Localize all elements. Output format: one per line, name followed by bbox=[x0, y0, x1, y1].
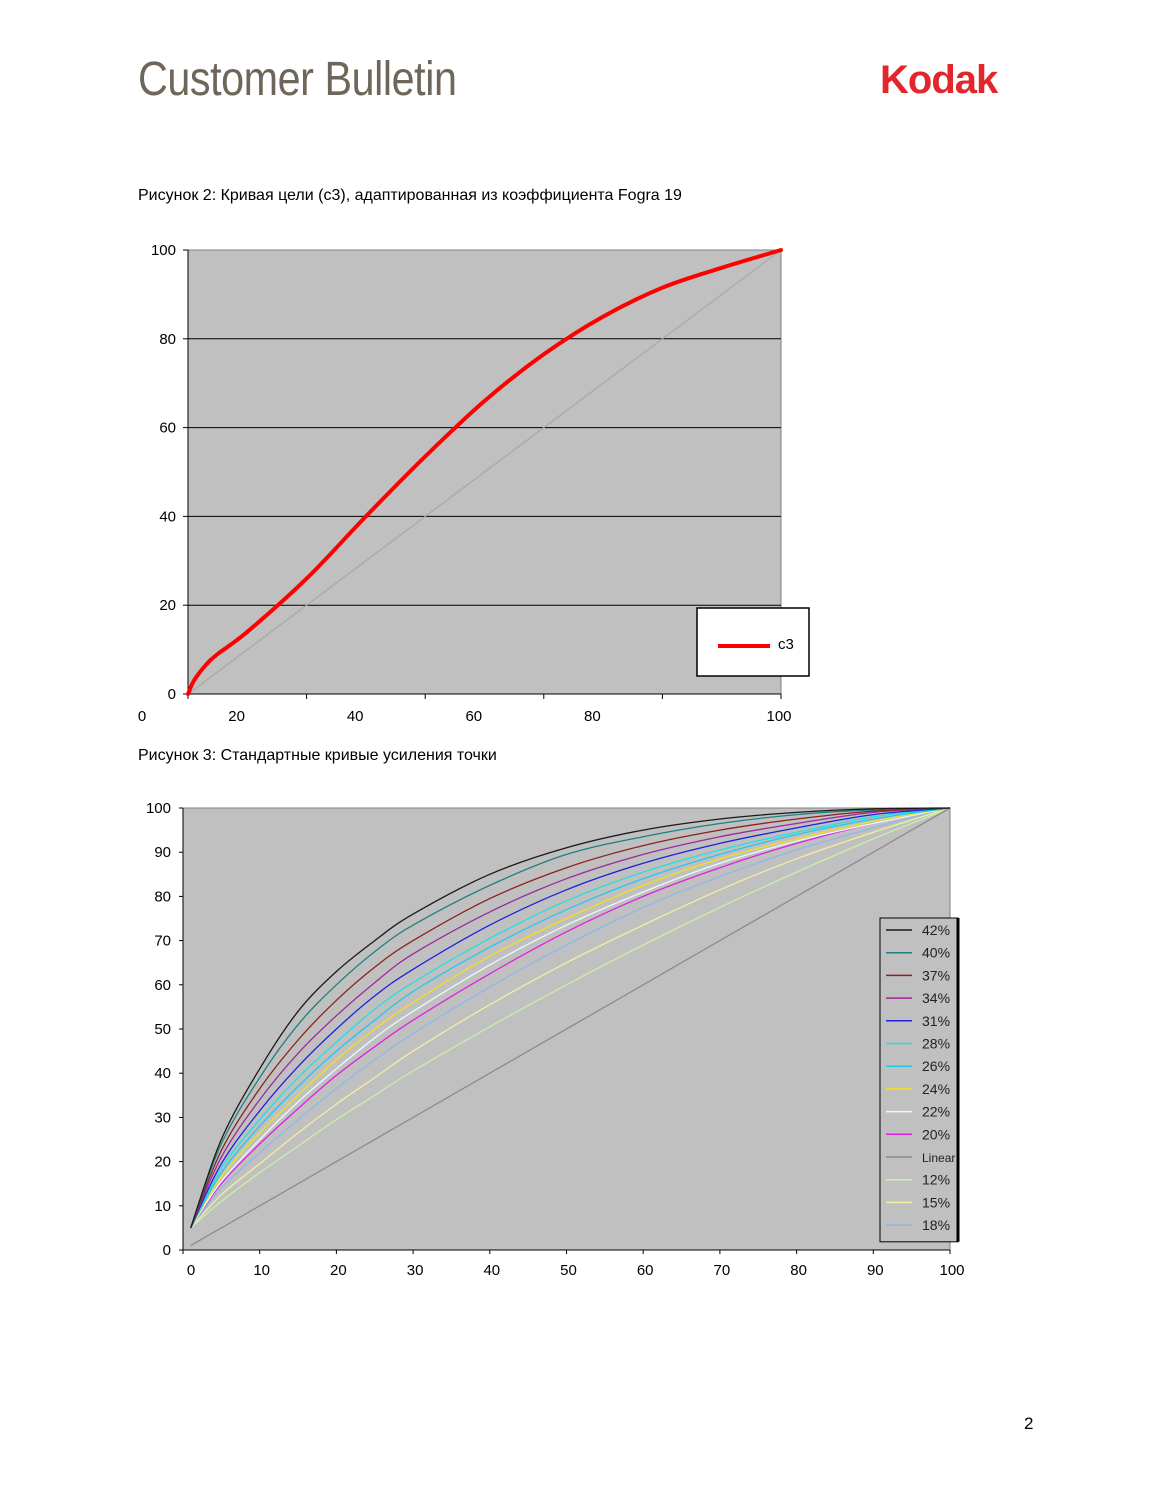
x-tick-label: 30 bbox=[407, 1262, 424, 1279]
legend-label-linear: Linear bbox=[922, 1151, 955, 1165]
dot-gain-curves-chart: 0 10 20 30 40 50 60 70 80 90 100 0 10 20 30 40 50 60 70 80 9… bbox=[146, 800, 965, 1279]
legend-label-31pct: 31% bbox=[922, 1013, 950, 1029]
x-tick-label: 0 bbox=[187, 1262, 195, 1279]
x-tick-label: 0 bbox=[138, 708, 146, 725]
y-tick-label: 20 bbox=[159, 597, 176, 614]
legend-label-20pct: 20% bbox=[922, 1126, 950, 1142]
series-line-34pct bbox=[190, 807, 951, 1229]
legend-label-34pct: 34% bbox=[922, 990, 950, 1006]
y-tick-label: 80 bbox=[154, 888, 171, 905]
legend-label-24pct: 24% bbox=[922, 1081, 950, 1097]
y-tick-label: 10 bbox=[154, 1198, 171, 1215]
legend: 42% 40% 37% 34% 31% 28% 26% 24% 22% 20% Linear 12% 1… bbox=[879, 917, 960, 1243]
series-line-28pct bbox=[190, 807, 951, 1229]
y-tick-label: 70 bbox=[154, 933, 171, 950]
series-line-26pct bbox=[190, 807, 951, 1229]
y-tick-label: 90 bbox=[154, 844, 171, 861]
series-line-22pct bbox=[190, 807, 951, 1229]
x-tick-label: 60 bbox=[637, 1262, 654, 1279]
x-tick-label: 20 bbox=[330, 1262, 347, 1279]
series-line-linear bbox=[190, 807, 951, 1247]
legend-label-15pct: 15% bbox=[922, 1194, 950, 1210]
series-line-31pct bbox=[190, 807, 951, 1229]
x-tick-label: 80 bbox=[584, 708, 601, 725]
y-tick-label: 100 bbox=[151, 242, 176, 259]
x-tick-label: 10 bbox=[253, 1262, 270, 1279]
series-line-40pct bbox=[190, 807, 951, 1229]
series-line-15pct bbox=[190, 807, 951, 1229]
legend-label-c3: c3 bbox=[778, 636, 794, 653]
legend-box bbox=[879, 917, 959, 1243]
reference-diagonal-line bbox=[187, 249, 782, 695]
y-tick-label: 30 bbox=[154, 1109, 171, 1126]
series-line-c3 bbox=[186, 248, 783, 696]
y-tick-label: 0 bbox=[168, 686, 176, 703]
legend-label-37pct: 37% bbox=[922, 967, 950, 983]
legend-box bbox=[696, 607, 810, 677]
series-line-20pct bbox=[190, 807, 951, 1229]
x-tick-label: 60 bbox=[465, 708, 482, 725]
x-tick-label: 90 bbox=[867, 1262, 884, 1279]
y-tick-label: 100 bbox=[146, 800, 171, 817]
figure-3-caption: Рисунок 3: Стандартные кривые усиления т… bbox=[138, 747, 497, 764]
legend-label-42pct: 42% bbox=[922, 922, 950, 938]
x-tick-label: 100 bbox=[766, 708, 791, 725]
x-tick-label: 40 bbox=[347, 708, 364, 725]
figure-2-caption: Рисунок 2: Кривая цели (c3), адаптирован… bbox=[138, 187, 682, 204]
legend-label-22pct: 22% bbox=[922, 1104, 950, 1120]
legend: c3 bbox=[696, 607, 810, 677]
x-tick-label: 50 bbox=[560, 1262, 577, 1279]
legend-label-12pct: 12% bbox=[922, 1172, 950, 1188]
x-tick-label: 80 bbox=[790, 1262, 807, 1279]
page-title: Customer Bulletin bbox=[138, 53, 457, 106]
series-line-12pct bbox=[190, 807, 951, 1229]
y-tick-label: 40 bbox=[159, 508, 176, 525]
kodak-logo: Kodak bbox=[880, 58, 998, 102]
x-tick-label: 70 bbox=[714, 1262, 731, 1279]
y-tick-label: 60 bbox=[159, 420, 176, 437]
y-tick-label: 40 bbox=[154, 1065, 171, 1082]
y-tick-label: 20 bbox=[154, 1154, 171, 1171]
x-tick-label: 40 bbox=[483, 1262, 500, 1279]
legend-label-26pct: 26% bbox=[922, 1058, 950, 1074]
x-tick-label: 20 bbox=[228, 708, 245, 725]
series-line-37pct bbox=[190, 807, 951, 1229]
series-line-24pct bbox=[190, 807, 951, 1229]
y-tick-label: 0 bbox=[163, 1242, 171, 1259]
target-curve-chart: 0 20 40 60 80 100 0 20 40 60 80 100 c3 bbox=[138, 242, 810, 725]
page-number: 2 bbox=[1024, 1414, 1034, 1433]
series-line-18pct bbox=[190, 807, 951, 1229]
y-tick-label: 60 bbox=[154, 977, 171, 994]
x-tick-label: 100 bbox=[939, 1262, 964, 1279]
legend-label-18pct: 18% bbox=[922, 1217, 950, 1233]
legend-label-28pct: 28% bbox=[922, 1036, 950, 1052]
y-tick-label: 80 bbox=[159, 331, 176, 348]
series-line-42pct bbox=[190, 807, 951, 1229]
legend-label-40pct: 40% bbox=[922, 945, 950, 961]
y-tick-label: 50 bbox=[154, 1021, 171, 1038]
